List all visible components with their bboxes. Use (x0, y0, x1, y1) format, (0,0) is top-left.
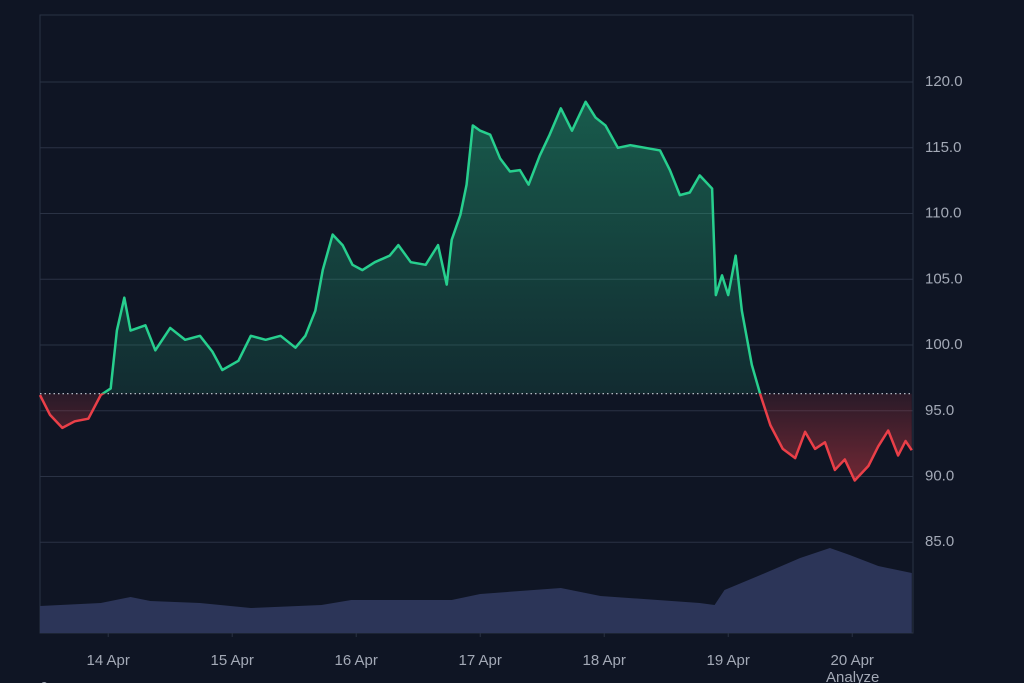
x-tick-label: 17 Apr (459, 652, 502, 669)
x-tick-label: 14 Apr (87, 652, 130, 669)
price-area (40, 101, 912, 481)
x-tick-label: 20 Apr (831, 652, 874, 669)
y-tick-label: 95.0 (925, 402, 954, 419)
x-tick-label: 16 Apr (335, 652, 378, 669)
y-tick-label: 110.0 (925, 205, 961, 222)
y-tick-label: 115.0 (925, 139, 961, 156)
x-tick-label: 15 Apr (211, 652, 254, 669)
y-tick-label: 85.0 (925, 533, 954, 550)
volume-area (40, 548, 912, 633)
footer-left: 0 (40, 679, 48, 683)
y-tick-label: 105.0 (925, 270, 963, 287)
y-tick-label: 90.0 (925, 467, 954, 484)
y-tick-label: 100.0 (925, 336, 963, 353)
price-line (38, 100, 913, 482)
footer-link[interactable]: Analyze (826, 669, 879, 683)
x-tick-label: 19 Apr (707, 652, 750, 669)
x-tick-label: 18 Apr (583, 652, 626, 669)
y-tick-label: 120.0 (925, 73, 963, 90)
